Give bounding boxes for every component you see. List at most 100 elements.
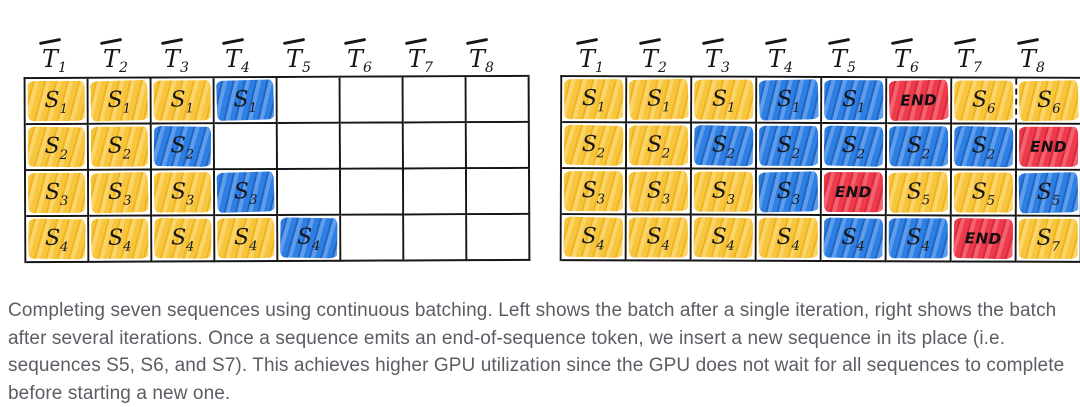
- timestep-label: T5: [282, 37, 311, 75]
- sequence-label: S3: [581, 178, 606, 208]
- sequence-label: S3: [233, 179, 258, 209]
- empty-cell: [278, 169, 342, 216]
- empty-cell: [277, 77, 341, 124]
- sequence-label: S6: [1036, 87, 1061, 117]
- vector-overbar-icon: [343, 37, 367, 45]
- token-cell: S1: [214, 77, 278, 125]
- column-header: T1: [560, 37, 623, 75]
- token-cell: S1: [562, 77, 628, 124]
- sequence-label: S2: [711, 132, 736, 162]
- sequence-label: S3: [170, 179, 195, 209]
- red-scribble-fill: END: [823, 172, 883, 213]
- yellow-scribble-fill: S4: [628, 217, 688, 258]
- token-cell: S6: [952, 78, 1018, 125]
- sequence-label: S5: [1036, 179, 1061, 209]
- yellow-scribble-fill: S2: [90, 126, 148, 167]
- token-cell: S7: [1016, 216, 1080, 263]
- empty-cell: [403, 77, 467, 124]
- sequence-row: S2 S2 S2 S2 S2 S2 S2 END: [561, 123, 1080, 171]
- yellow-scribble-fill: S4: [758, 217, 818, 258]
- timestep-label: T6: [343, 37, 372, 75]
- sequence-label: S1: [44, 87, 68, 117]
- token-cell: END: [1016, 124, 1080, 171]
- token-cell: S3: [626, 169, 692, 216]
- yellow-scribble-fill: S1: [564, 79, 624, 120]
- sequence-label: S2: [646, 132, 671, 162]
- vector-overbar-icon: [764, 37, 788, 45]
- token-cell: S2: [88, 124, 153, 171]
- vector-overbar-icon: [282, 37, 306, 45]
- sequence-row: S3 S3 S3 S3: [26, 168, 531, 218]
- timestep-label: T1: [38, 37, 67, 75]
- yellow-scribble-fill: S4: [693, 216, 754, 259]
- token-grid: S1 S1 S1 S1 S2 S2 S2 S3 S3 S3 S3 S4 S4 S4 S4 S4: [23, 74, 531, 264]
- token-cell: END: [821, 170, 887, 217]
- sequence-label: S1: [776, 86, 801, 116]
- column-header: T6: [875, 37, 938, 75]
- token-cell: S4: [215, 215, 279, 263]
- sequence-label: S4: [906, 225, 930, 255]
- empty-cell: [404, 215, 468, 262]
- end-token-label: END: [900, 90, 938, 110]
- token-cell: S3: [89, 170, 153, 217]
- sequence-label: S1: [107, 87, 132, 117]
- token-cell: S1: [692, 77, 758, 124]
- token-cell: S1: [151, 78, 215, 125]
- timestep-label: T8: [465, 37, 494, 75]
- column-header: T2: [623, 37, 686, 75]
- blue-scribble-fill: S1: [216, 79, 275, 121]
- blue-scribble-fill: S2: [153, 125, 212, 167]
- token-cell: S4: [26, 216, 90, 264]
- column-header: T4: [207, 37, 268, 75]
- sequence-label: S4: [711, 224, 735, 254]
- token-cell: S3: [756, 169, 822, 217]
- empty-cell: [340, 123, 405, 170]
- empty-cell: [341, 169, 405, 216]
- column-header: T2: [85, 37, 146, 75]
- empty-cell: [467, 214, 531, 262]
- timestep-label: T1: [575, 37, 604, 75]
- empty-cell: [214, 123, 279, 171]
- blue-scribble-fill: S3: [758, 171, 819, 213]
- token-grid: S1 S1 S1 S1 S1 END S6 S6 S2 S2 S2 S2 S2 S2 S2 END S3 S3 S3…: [559, 75, 1080, 263]
- blue-scribble-fill: S2: [889, 126, 949, 167]
- vector-overbar-icon: [221, 37, 245, 45]
- token-cell: S4: [278, 215, 342, 262]
- yellow-scribble-fill: S5: [953, 172, 1013, 213]
- header-row: T1 T2 T3 T4 T5 T6 T7 T8: [560, 26, 1080, 76]
- column-header: T4: [749, 37, 812, 75]
- token-cell: S1: [25, 78, 89, 126]
- sequence-row: S4 S4 S4 S4 S4: [26, 214, 531, 264]
- token-cell: S3: [561, 169, 627, 216]
- token-cell: S1: [627, 77, 693, 124]
- red-scribble-fill: END: [888, 79, 949, 121]
- yellow-scribble-fill: S3: [693, 171, 753, 212]
- token-cell: S2: [756, 123, 823, 171]
- figure-caption: Completing seven sequences using continu…: [8, 300, 1065, 404]
- end-token-label: END: [1030, 137, 1067, 156]
- yellow-scribble-fill: S1: [90, 79, 149, 122]
- yellow-scribble-fill: S2: [629, 125, 689, 166]
- token-cell: S5: [951, 170, 1017, 217]
- sequence-label: S2: [107, 133, 132, 163]
- yellow-scribble-fill: S3: [90, 171, 149, 214]
- empty-cell: [340, 77, 404, 124]
- sequence-label: S4: [44, 225, 69, 256]
- token-cell: S2: [691, 123, 758, 170]
- blue-scribble-fill: S5: [1018, 172, 1079, 214]
- token-cell: S5: [886, 170, 952, 217]
- column-header: T6: [329, 37, 390, 75]
- vector-overbar-icon: [465, 37, 489, 45]
- token-cell: S4: [626, 215, 692, 262]
- yellow-scribble-fill: S6: [954, 80, 1014, 121]
- timestep-label: T8: [1016, 37, 1045, 75]
- sequence-row: S1 S1 S1 S1: [25, 76, 530, 126]
- timestep-label: T4: [221, 37, 250, 75]
- token-cell: S2: [151, 124, 216, 171]
- vector-overbar-icon: [701, 37, 725, 45]
- timestep-label: T4: [764, 37, 793, 75]
- vector-overbar-icon: [38, 37, 62, 45]
- sequence-label: S3: [107, 179, 132, 209]
- timestep-label: T5: [827, 37, 856, 75]
- sequence-label: S2: [776, 132, 801, 162]
